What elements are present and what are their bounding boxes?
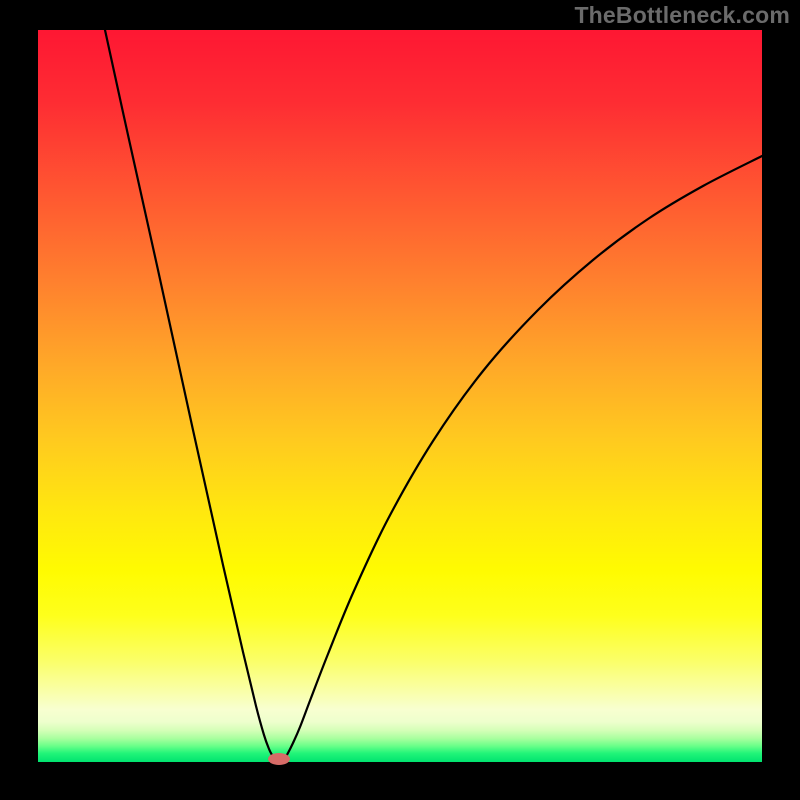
bottleneck-chart [0,0,800,800]
watermark-text: TheBottleneck.com [574,2,790,29]
minimum-marker [268,753,290,765]
chart-gradient-background [38,30,762,762]
